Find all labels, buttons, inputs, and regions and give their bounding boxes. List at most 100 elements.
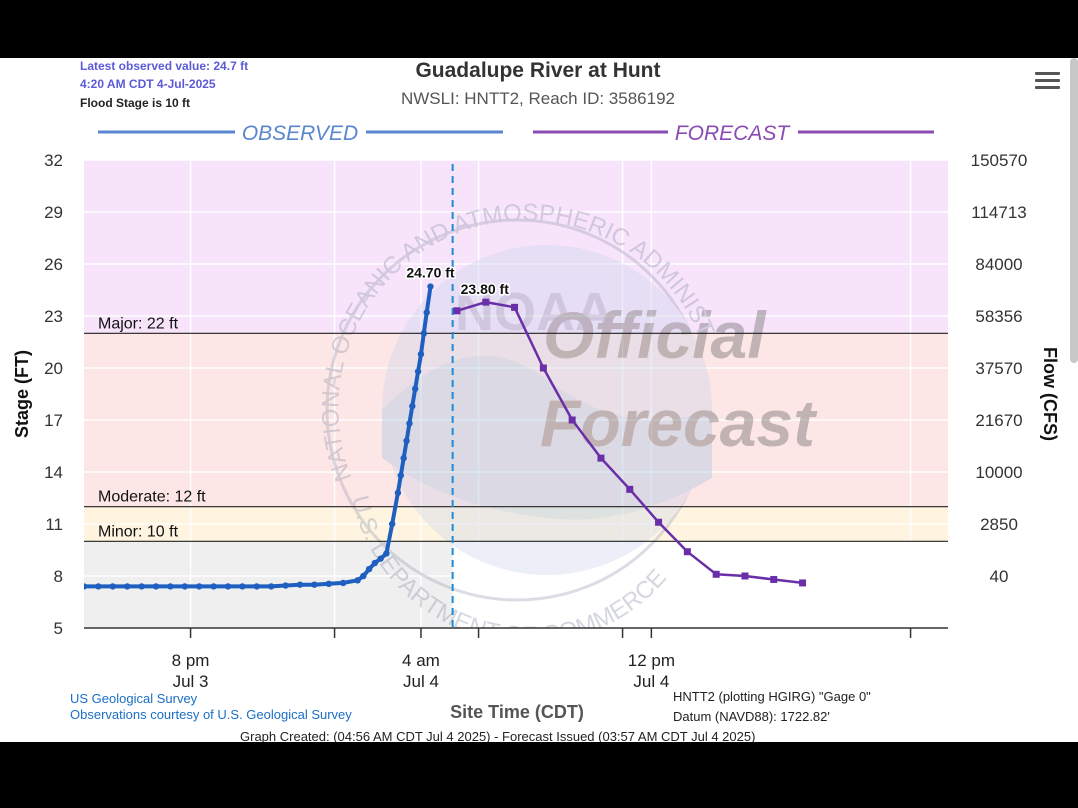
observed-point [423,309,430,316]
observed-point [196,583,203,590]
y-axis-title: Stage (FT) [12,350,32,438]
flow-tick-label: 58356 [975,307,1022,326]
flow-tick-label: 37570 [975,359,1022,378]
observed-point [371,559,379,567]
chart-axes: 8 pm Jul 3 4 am Jul 4 12 pm Jul 4 Site Time (C… [12,151,1060,722]
forecast-point [568,416,576,424]
flow-tick-label: 150570 [971,151,1028,170]
forecast-point [712,570,720,578]
usgs-credit[interactable]: US Geological Survey [70,691,198,706]
observed-point [414,368,422,375]
observed-point [282,582,289,589]
forecast-point [626,485,634,493]
forecast-point [482,298,490,306]
observed-point [224,583,232,590]
forecast-point [799,579,807,587]
y-tick-label: 5 [54,619,63,638]
threshold-label-moderate: Moderate: 12 ft [98,489,206,506]
observed-point [181,583,188,590]
y-tick-label: 29 [44,203,63,222]
observed-point [239,583,246,590]
chart-subtitle: NWSLI: HNTT2, Reach ID: 3586192 [400,89,675,108]
y-tick-label: 32 [44,151,63,170]
flow-tick-label: 40 [990,567,1009,586]
latest-observed-time: 4:20 AM CDT 4-Jul-2025 [80,77,216,91]
peak-label-observed: 24.70 ft [406,265,455,281]
hydrograph-panel: Latest observed value: 24.7 ft 4:20 AM C… [0,58,1078,742]
hamburger-menu-icon[interactable] [1035,72,1060,93]
data-series [84,160,807,628]
y-tick-label: 23 [44,307,63,326]
observed-point [409,402,416,410]
peak-label-forecast: 23.80 ft [461,281,510,297]
forecast-point [597,454,605,462]
y-tick-label: 8 [54,567,63,586]
observed-point [400,454,407,462]
observed-point [124,583,131,590]
observed-point [383,550,390,557]
watermark-stamp-forecast: Forecast [540,386,818,460]
threshold-label-minor: Minor: 10 ft [98,523,179,540]
observed-point [152,583,160,590]
forecast-point [683,548,691,556]
observed-point [388,520,396,528]
observed-point [109,583,117,590]
y-tick-label: 11 [45,515,63,534]
flow-tick-label: 84000 [975,255,1022,274]
observed-point [84,583,88,590]
forecast-point [539,364,547,372]
observed-point [397,472,404,479]
y-tick-label: 20 [44,359,63,378]
flood-stage-note: Flood Stage is 10 ft [80,96,191,110]
stage-hydrograph: NOAA Official Forecast NATIONAL OCEANIC … [12,122,1060,722]
scrollbar-thumb[interactable] [1070,58,1078,363]
y-tick-label: 14 [44,463,63,482]
observed-point [360,572,367,580]
observed-point [403,437,410,444]
x-tick-label-date: Jul 4 [403,672,439,691]
observed-point [138,583,145,590]
flow-tick-label: 2850 [980,515,1018,534]
peak-markers: 24.70 ft 23.80 ft [405,263,511,299]
observed-point [377,555,384,562]
flow-tick-label: 21670 [975,411,1022,430]
observed-point [296,581,304,588]
forecast-point [453,307,461,315]
observed-point [420,330,428,337]
gage-datum-line2: Datum (NAVD88): 1722.82' [673,709,830,724]
y-tick-label: 26 [44,255,63,274]
observed-point [406,420,413,427]
x-tick-label: 8 pm [172,651,210,670]
flood-thresholds: Major: 22 ft Moderate: 12 ft Minor: 10 ft [84,315,948,542]
x-tick-label: 12 pm [628,651,675,670]
observed-point [253,583,260,590]
watermark-ring [325,218,709,602]
gage-datum-line1: HNTT2 (plotting HGIRG) "Gage 0" [673,689,871,704]
observed-point [167,583,174,590]
observed-point [268,583,275,590]
observed-point [311,581,318,588]
forecast-label: FORECAST [675,122,792,145]
observed-point [365,565,373,573]
observations-credit[interactable]: Observations courtesy of U.S. Geological… [70,707,352,722]
observed-point [394,489,402,496]
y-axis-title-right: Flow (CFS) [1040,347,1060,441]
observed-point [325,580,332,587]
observed-label: OBSERVED [242,122,358,145]
watermark-wave [382,356,712,520]
graph-created-note: Graph Created: (04:56 AM CDT Jul 4 2025)… [240,729,756,742]
observed-point [354,577,361,584]
observed-point [95,583,102,590]
flow-tick-label: 10000 [975,463,1022,482]
threshold-label-major: Major: 22 ft [98,315,179,332]
x-axis-title: Site Time (CDT) [450,702,584,722]
observed-point [417,350,425,358]
x-tick-label: 4 am [402,651,440,670]
watermark-stamp-official: Official [543,298,767,372]
observed-point [427,283,434,290]
flow-tick-label: 114713 [971,203,1026,222]
y-tick-label: 17 [44,411,63,430]
forecast-point [511,303,519,311]
latest-observed-value: Latest observed value: 24.7 ft [80,59,249,73]
watermark-logo: NOAA [455,282,614,342]
